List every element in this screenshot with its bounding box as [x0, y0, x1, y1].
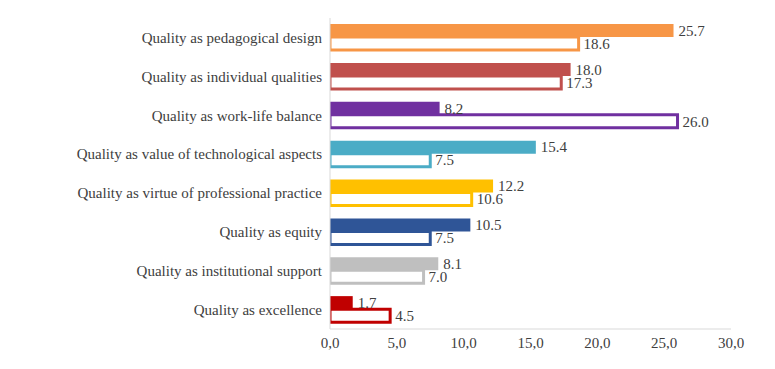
- svg-text:10.6: 10.6: [477, 191, 504, 207]
- svg-text:1.7: 1.7: [358, 295, 377, 311]
- svg-text:17.3: 17.3: [566, 75, 592, 91]
- svg-text:26.0: 26.0: [683, 114, 709, 130]
- svg-text:15.4: 15.4: [541, 139, 568, 155]
- svg-text:4.5: 4.5: [395, 308, 414, 324]
- svg-text:Quality as equity: Quality as equity: [220, 224, 323, 240]
- svg-text:Quality as institutional suppo: Quality as institutional support: [137, 263, 323, 279]
- svg-text:7.5: 7.5: [435, 230, 454, 246]
- svg-text:8.2: 8.2: [445, 101, 464, 117]
- svg-text:25.7: 25.7: [679, 23, 706, 39]
- svg-text:7.0: 7.0: [429, 269, 448, 285]
- svg-text:Quality as excellence: Quality as excellence: [194, 302, 323, 318]
- svg-text:7.5: 7.5: [435, 152, 454, 168]
- svg-text:Quality as virtue of professio: Quality as virtue of professional practi…: [78, 185, 323, 201]
- svg-text:12.2: 12.2: [498, 178, 525, 195]
- svg-text:8.1: 8.1: [443, 256, 462, 273]
- svg-text:Quality as work-life balance: Quality as work-life balance: [152, 108, 323, 124]
- svg-text:18.6: 18.6: [584, 36, 611, 52]
- svg-text:25,0: 25,0: [651, 335, 677, 351]
- svg-text:0,0: 0,0: [321, 335, 340, 351]
- svg-text:5,0: 5,0: [387, 335, 406, 351]
- svg-text:10.5: 10.5: [475, 217, 501, 233]
- svg-text:15,0: 15,0: [517, 335, 543, 351]
- svg-text:18.0: 18.0: [575, 61, 602, 78]
- svg-text:Quality as individual qualitie: Quality as individual qualities: [142, 69, 323, 85]
- svg-text:20,0: 20,0: [584, 335, 610, 351]
- svg-text:10,0: 10,0: [451, 335, 477, 351]
- svg-text:Quality as value of technologi: Quality as value of technological aspect…: [77, 146, 322, 162]
- svg-text:30,0: 30,0: [718, 335, 744, 351]
- svg-text:Quality as pedagogical design: Quality as pedagogical design: [142, 30, 323, 46]
